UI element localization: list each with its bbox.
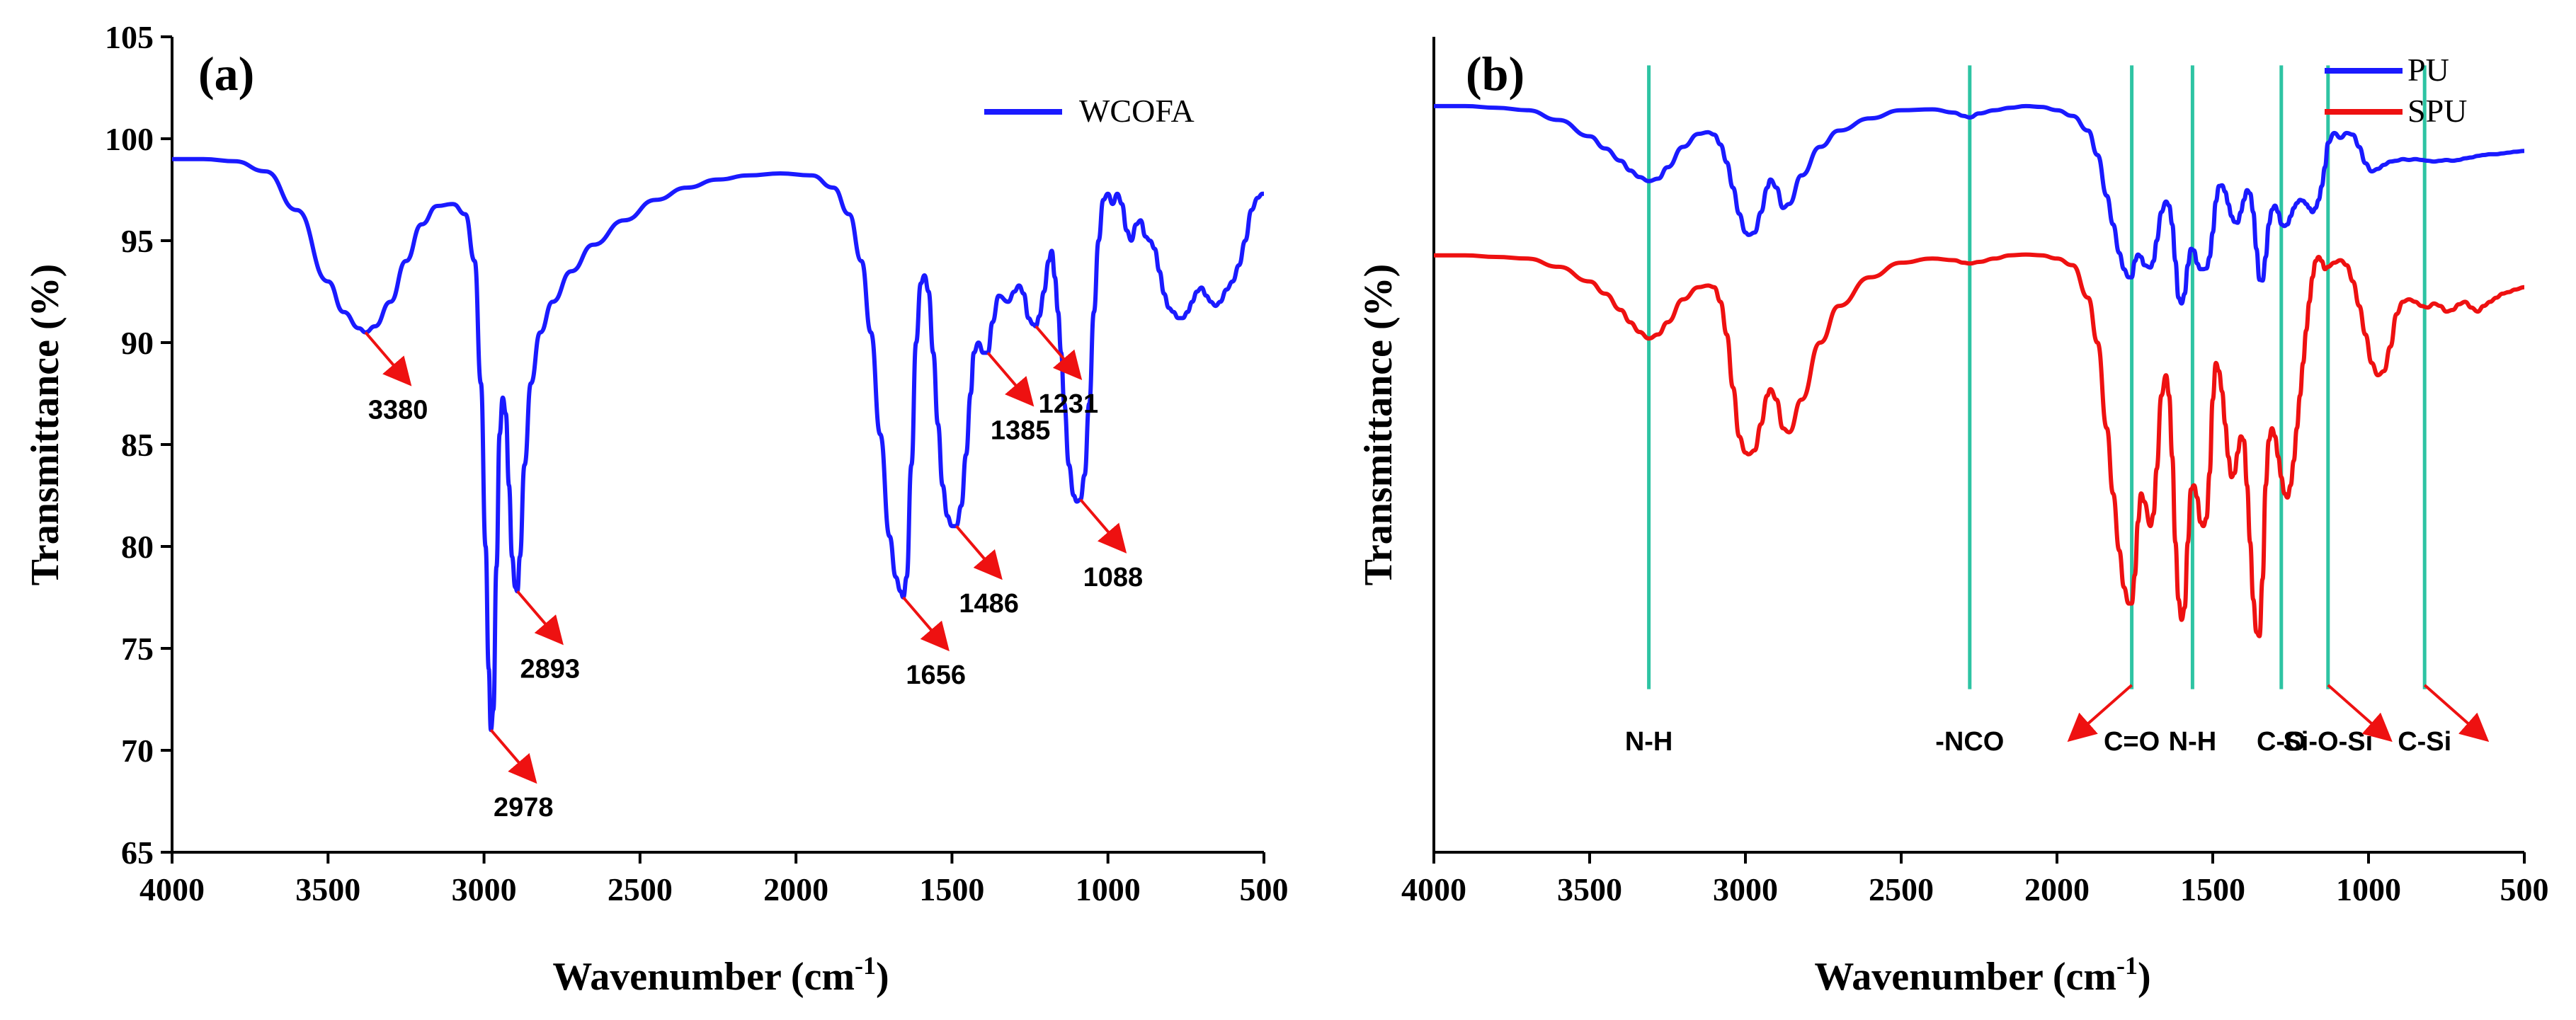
peak-marker-label: Si-O-Si [2283, 727, 2373, 757]
series-line-pu [1433, 103, 2525, 306]
panel-a-legend: WCOFA [984, 93, 1195, 129]
y-tick-label: 90 [121, 325, 154, 361]
y-tick-label: 105 [105, 19, 154, 55]
y-tick-label: 85 [121, 427, 154, 463]
annotation-arrow [955, 525, 1003, 580]
x-tick-label: 1000 [2336, 871, 2401, 907]
x-tick-label: 2000 [763, 871, 828, 907]
y-tick-label: 95 [121, 223, 154, 259]
y-tick-label: 65 [121, 835, 154, 871]
x-tick-label: 1500 [919, 871, 984, 907]
annotation-label: 1486 [959, 589, 1019, 619]
peak-marker-label: -NCO [1935, 727, 2004, 757]
annotation-label: 1231 [1039, 389, 1099, 419]
x-tick-label: 4000 [1401, 871, 1466, 907]
panel-a-y-ticks: 65 70 75 80 85 90 95 100 105 [105, 19, 172, 871]
peak-marker-label: C=O [2104, 727, 2160, 757]
panel-a-x-ticks: 4000 3500 3000 2500 2000 1500 1000 500 [139, 852, 1289, 907]
x-tick-label: 3000 [452, 871, 517, 907]
series-line-wcofa [172, 156, 1265, 733]
annotation-arrow [902, 596, 950, 652]
panel-a-y-axis-label: Transmittance (%) [23, 264, 67, 586]
annotation-label: 2893 [520, 654, 580, 684]
marker-arrow [2327, 684, 2393, 743]
panel-a: 65 70 75 80 85 90 95 100 105 4000 3500 3000 2500 200… [23, 19, 1289, 999]
series-line-spu [1433, 252, 2525, 638]
x-tick-label: 2000 [2024, 871, 2090, 907]
peak-marker-label: C-Si [2398, 727, 2451, 757]
panel-b-x-axis-label: Wavenumber (cm-1) [1814, 951, 2150, 999]
x-tick-label: 1000 [1076, 871, 1141, 907]
y-tick-label: 80 [121, 529, 154, 565]
legend-label-spu: SPU [2407, 93, 2467, 129]
legend-label-pu: PU [2407, 52, 2449, 88]
x-tick-label: 3500 [295, 871, 360, 907]
annotation-arrow [986, 352, 1035, 407]
panel-b-x-ticks: 4000 3500 3000 2500 2000 1500 1000 500 [1401, 852, 2549, 907]
panel-a-axes [171, 37, 1264, 854]
x-tick-label: 4000 [139, 871, 205, 907]
annotation-arrow [516, 590, 564, 646]
x-tick-label: 2500 [608, 871, 673, 907]
x-tick-label: 500 [1240, 871, 1289, 907]
panel-a-x-axis-label: Wavenumber (cm-1) [552, 951, 889, 999]
annotation-arrow [489, 728, 537, 784]
x-tick-label: 500 [2500, 871, 2549, 907]
panel-b-axes [1432, 37, 2524, 854]
panel-b-label: (b) [1466, 47, 1524, 101]
annotation-label: 3380 [368, 396, 428, 425]
panel-a-label: (a) [198, 47, 254, 101]
annotation-arrow [364, 331, 412, 386]
annotation-label: 2978 [494, 793, 554, 823]
legend-label-wcofa: WCOFA [1079, 93, 1195, 129]
annotation-label: 1088 [1083, 563, 1144, 592]
panel-b-marker-labels: N-H -NCO C=O N-H C-OSi-O-Si C-Si [1625, 684, 2490, 757]
peak-marker-label: C-O [2257, 727, 2306, 757]
peak-marker-label: N-H [1625, 727, 1673, 757]
marker-arrow [2067, 684, 2133, 743]
y-tick-label: 70 [121, 733, 154, 769]
panel-b-legend: PU SPU [2325, 52, 2467, 129]
annotation-label: 1385 [991, 416, 1051, 445]
annotation-arrow [1035, 325, 1083, 381]
panel-b-y-axis-label: Transmittance (%) [1357, 264, 1401, 586]
y-tick-label: 75 [121, 631, 154, 667]
panel-b-series [1433, 103, 2525, 638]
x-tick-label: 2500 [1869, 871, 1934, 907]
y-tick-label: 100 [105, 121, 154, 157]
panel-a-series [172, 156, 1265, 733]
panel-b-peak-markers [1647, 65, 2427, 689]
peak-marker-label: N-H [2169, 727, 2217, 757]
annotation-label: 1656 [906, 660, 966, 690]
x-tick-label: 3000 [1713, 871, 1778, 907]
x-tick-label: 3500 [1557, 871, 1622, 907]
panel-b: 4000 3500 3000 2500 2000 1500 1000 500 N-H -NCO C… [1357, 37, 2549, 999]
marker-arrow [2423, 684, 2490, 743]
annotation-arrow [1079, 498, 1127, 554]
x-tick-label: 1500 [2180, 871, 2245, 907]
